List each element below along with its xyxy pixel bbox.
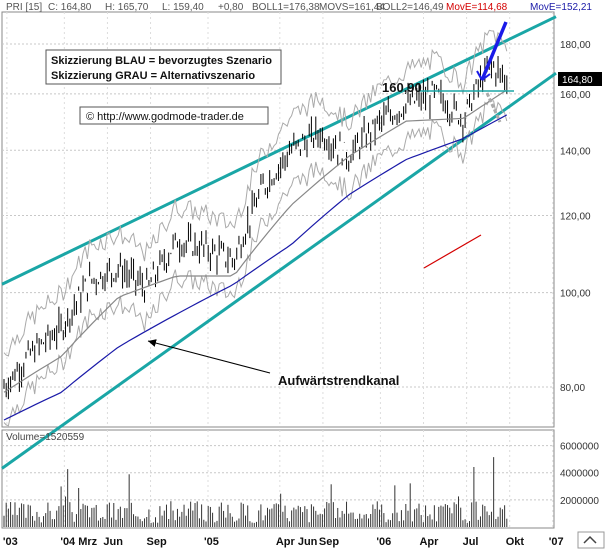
red-trend-sketch [423, 234, 482, 269]
header-symbol: PRI [15] [6, 2, 42, 13]
price-tick-label: 140,00 [560, 146, 591, 157]
source-box: © http://www.godmode-trader.de [79, 106, 269, 125]
header-move-red: MovE=114,68 [446, 2, 508, 13]
price-bars [3, 55, 508, 400]
bollinger-lower [3, 99, 508, 427]
x-tick-label: '04 Mrz [60, 536, 97, 548]
volume-title: Volume=1520559 [6, 432, 85, 443]
price-tick-label: 80,00 [560, 383, 585, 394]
source-frame [79, 106, 269, 125]
header-boll2: BOLL2=146,49 [376, 2, 444, 13]
grey-scenario-arrow [485, 92, 502, 123]
header-close: C: 164,80 [48, 2, 92, 13]
x-axis-strip [0, 530, 606, 550]
source-text: © http://www.godmode-trader.de [86, 111, 244, 123]
volume-y-axis: 2000000 4000000 6000000 [2, 442, 599, 507]
price-tick-label: 180,00 [560, 40, 591, 51]
x-tick-label: '06 [376, 536, 391, 548]
x-tick-label: Sep [319, 536, 339, 548]
move-line [3, 114, 508, 421]
moving-averages [3, 89, 508, 421]
header-movs: MOVS=161,44 [319, 2, 385, 13]
header-move-blue: MovE=152,21 [530, 2, 592, 13]
x-tick-label: '03 [3, 536, 18, 548]
badge-value: 164,80 [562, 75, 593, 86]
badge-background [558, 72, 602, 86]
header-change: +0,80 [218, 2, 244, 13]
panel-toggle-button[interactable] [577, 531, 605, 549]
channel-label: Aufwärtstrendkanal [278, 373, 399, 388]
channel-upper-line [1, 15, 557, 286]
x-tick-label: Apr [419, 536, 439, 548]
volume-tick-label: 4000000 [560, 469, 599, 480]
price-tick-label: 120,00 [560, 212, 591, 223]
x-tick-label: Okt [506, 536, 525, 548]
blue-scenario-arrow-head [476, 70, 491, 81]
legend-line-blue: Skizzierung BLAU = bevorzugtes Szenario [51, 55, 272, 67]
toggle-frame[interactable] [577, 531, 605, 549]
trend-channel [1, 15, 557, 470]
x-tick-label: Sep [147, 536, 167, 548]
volume-tick-label: 2000000 [560, 496, 599, 507]
volume-tick-label: 6000000 [560, 442, 599, 453]
chevron-up-icon [583, 535, 597, 544]
header-high: H: 165,70 [105, 2, 149, 13]
legend-line-grey: Skizzierung GRAU = Alternativszenario [51, 70, 255, 82]
x-tick-label: '05 [204, 536, 219, 548]
price-y-axis: 80,00 100,00 120,00 140,00 160,00 180,00 [560, 40, 591, 394]
x-tick-label: Jun [103, 536, 123, 548]
channel-pointer-arrow [147, 339, 271, 374]
bollinger-upper [3, 29, 508, 357]
movs-line [3, 89, 508, 393]
volume-bars [3, 457, 508, 527]
header-row: PRI [15] C: 164,80 H: 165,70 L: 159,40 +… [6, 2, 592, 13]
last-price-badge: 164,80 [558, 72, 602, 86]
x-axis: '03'04 Mrz Jun Sep '05 Apr Jun Sep '06 Apr Jul Ok… [3, 536, 564, 548]
channel-lower-line [1, 71, 557, 470]
legend-box [45, 49, 282, 85]
price-tick-label: 100,00 [560, 289, 591, 300]
blue-scenario-arrow [480, 21, 508, 81]
x-tick-label: Jul [463, 536, 479, 548]
resistance-level-label: 160,90 [382, 80, 422, 95]
header-low: L: 159,40 [162, 2, 204, 13]
price-y-grid [2, 12, 554, 528]
x-tick-label: Apr Jun [276, 536, 318, 548]
bollinger-bands [3, 29, 508, 427]
header-boll1: BOLL1=176,38 [252, 2, 320, 13]
x-tick-label: '07 [549, 536, 564, 548]
scenario-legend: Skizzierung BLAU = bevorzugtes Szenario … [45, 49, 282, 85]
price-tick-label: 160,00 [560, 90, 591, 101]
